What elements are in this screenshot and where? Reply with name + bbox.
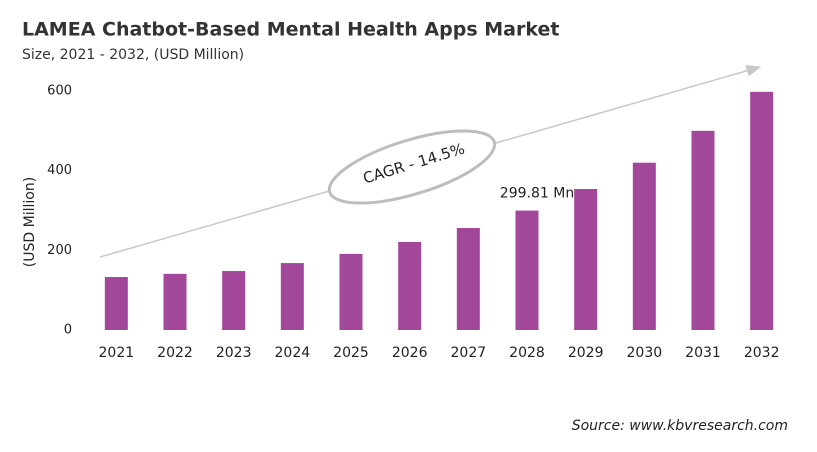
bar xyxy=(750,91,774,331)
x-tick-label: 2023 xyxy=(216,345,252,361)
x-tick-label: 2027 xyxy=(451,345,487,361)
y-tick-label: 400 xyxy=(47,163,72,178)
chart-title: LAMEA Chatbot-Based Mental Health Apps M… xyxy=(22,19,559,41)
x-tick-label: 2021 xyxy=(99,345,135,361)
x-tick-label: 2022 xyxy=(157,345,193,361)
bar xyxy=(456,228,480,330)
bar xyxy=(632,162,656,330)
bar xyxy=(574,188,598,330)
y-axis-label: (USD Million) xyxy=(22,177,38,267)
bar xyxy=(104,277,128,330)
source: Source: www.kbvresearch.com xyxy=(572,418,788,434)
bar xyxy=(222,271,246,330)
x-tick-label: 2026 xyxy=(392,345,428,361)
x-tick-label: 2029 xyxy=(568,345,604,361)
y-tick-label: 0 xyxy=(64,323,72,338)
bar xyxy=(280,263,304,330)
bar xyxy=(691,130,715,330)
data-label: 299.81 Mn xyxy=(500,186,574,202)
cagr-ellipse xyxy=(327,129,497,205)
y-tick-label: 600 xyxy=(47,84,72,99)
bar xyxy=(339,253,363,330)
y-tick-label: 200 xyxy=(47,243,72,258)
bar xyxy=(515,210,539,330)
x-tick-label: 2024 xyxy=(275,345,311,361)
x-tick-label: 2032 xyxy=(744,345,780,361)
x-tick-label: 2028 xyxy=(509,345,545,361)
x-tick-label: 2025 xyxy=(333,345,369,361)
bar xyxy=(398,241,422,330)
x-tick-label: 2031 xyxy=(685,345,721,361)
chart-subtitle: Size, 2021 - 2032, (USD Million) xyxy=(22,47,244,63)
x-tick-label: 2030 xyxy=(627,345,663,361)
bar xyxy=(163,273,187,330)
